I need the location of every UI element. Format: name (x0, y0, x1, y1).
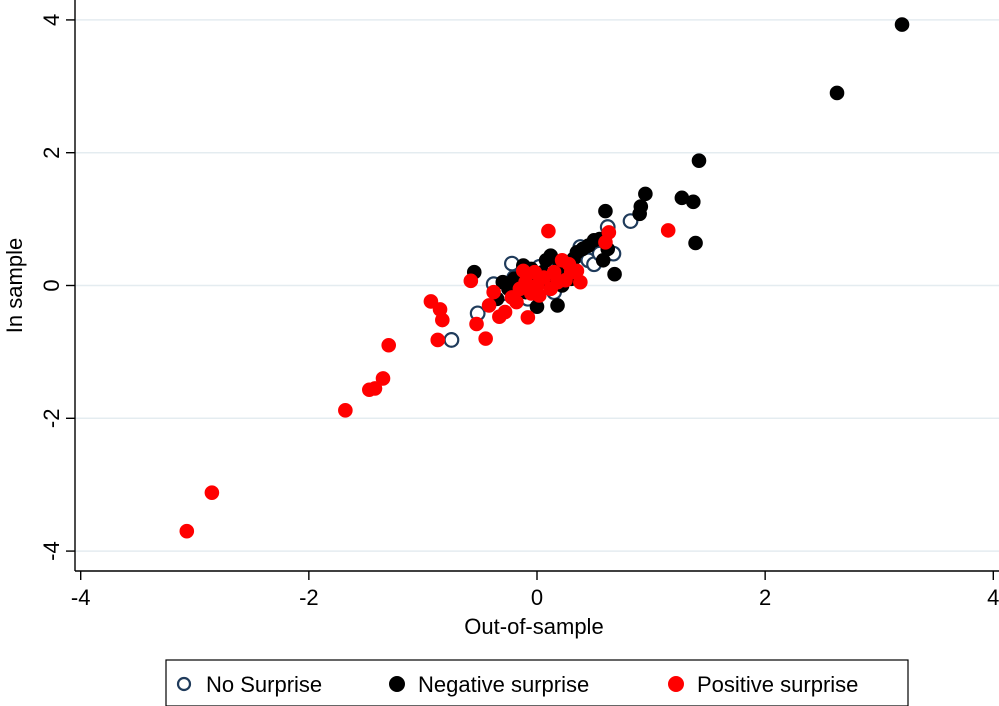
point-positive-surprise (423, 294, 439, 309)
legend-label-negative-surprise: Negative surprise (418, 672, 589, 697)
point-negative-surprise (550, 298, 565, 313)
point-positive-surprise (375, 371, 391, 386)
legend-label-no-surprise: No Surprise (206, 672, 322, 697)
legend-label-positive-surprise: Positive surprise (697, 672, 858, 697)
y-tick-label: 0 (39, 279, 64, 291)
data-points (179, 17, 910, 539)
y-axis-label: In sample (2, 238, 27, 333)
legend-marker-positive-surprise (668, 676, 684, 692)
point-negative-surprise (598, 203, 613, 219)
tick-marks (66, 19, 994, 580)
x-axis-label: Out-of-sample (464, 614, 603, 639)
point-positive-surprise (435, 312, 450, 328)
point-negative-surprise (538, 252, 554, 268)
point-negative-surprise (595, 252, 611, 268)
point-no-surprise (443, 332, 460, 348)
x-tick-label: 0 (531, 585, 543, 610)
point-negative-surprise (632, 206, 647, 222)
y-tick-label: -2 (39, 409, 64, 429)
legend-box (165, 659, 909, 706)
point-negative-surprise (688, 235, 703, 251)
point-negative-surprise (607, 266, 622, 282)
point-positive-surprise (660, 223, 676, 238)
point-negative-surprise (691, 153, 707, 168)
point-negative-surprise (829, 85, 845, 101)
x-tick-label: 4 (987, 585, 999, 610)
point-positive-surprise (478, 331, 493, 346)
point-positive-surprise (204, 485, 220, 500)
point-positive-surprise (367, 381, 383, 396)
point-positive-surprise (509, 294, 524, 310)
legend: No Surprise Negative surprise Positive s… (165, 659, 909, 706)
point-positive-surprise (520, 310, 536, 325)
point-positive-surprise (381, 337, 397, 353)
legend-marker-no-surprise (176, 676, 192, 692)
tick-labels: -4 -2 0 2 4 -4 -2 0 2 4 (39, 14, 999, 610)
point-negative-surprise (685, 194, 701, 210)
point-positive-surprise (573, 274, 588, 290)
point-negative-surprise (495, 274, 511, 290)
point-positive-surprise (486, 284, 501, 300)
x-tick-label: -2 (299, 585, 319, 610)
x-tick-label: 2 (759, 585, 771, 610)
y-tick-label: 4 (39, 14, 64, 26)
legend-marker-negative-surprise (389, 676, 405, 692)
point-positive-surprise (463, 273, 479, 289)
point-negative-surprise (638, 186, 653, 202)
point-positive-surprise (541, 223, 556, 239)
point-positive-surprise (561, 256, 577, 272)
point-positive-surprise (516, 263, 531, 279)
point-positive-surprise (481, 298, 497, 313)
point-negative-surprise (894, 17, 910, 32)
point-positive-surprise (601, 225, 617, 240)
point-positive-surprise (531, 288, 547, 303)
point-positive-surprise (497, 304, 513, 320)
point-positive-surprise (469, 316, 484, 332)
point-positive-surprise (430, 332, 446, 348)
x-tick-label: -4 (71, 585, 91, 610)
y-tick-label: -4 (39, 541, 64, 561)
point-positive-surprise (338, 403, 353, 418)
y-tick-label: 2 (39, 147, 64, 159)
point-positive-surprise (179, 523, 195, 539)
